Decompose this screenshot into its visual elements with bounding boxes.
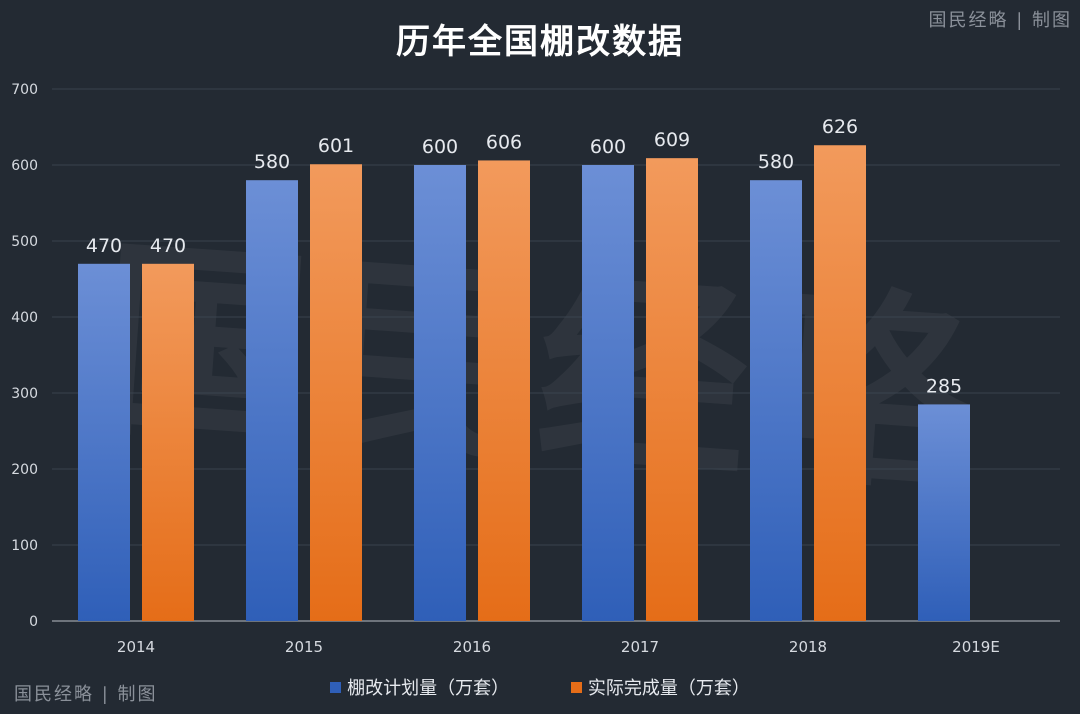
x-tick-label: 2018	[789, 638, 827, 656]
data-label: 626	[822, 116, 858, 138]
y-tick-label: 200	[11, 462, 38, 478]
x-tick-label: 2015	[285, 638, 323, 656]
bar-planned[interactable]	[78, 263, 130, 621]
bar-actual[interactable]	[478, 160, 530, 621]
data-label: 609	[654, 129, 690, 151]
data-label: 600	[590, 136, 626, 158]
bar-planned[interactable]	[582, 165, 634, 621]
bar-planned[interactable]	[246, 180, 298, 621]
bar-actual[interactable]	[310, 164, 362, 622]
y-tick-label: 400	[11, 310, 38, 326]
data-label: 470	[150, 235, 186, 257]
data-label: 600	[422, 136, 458, 158]
grid-layer	[52, 88, 1060, 622]
bar-actual[interactable]	[814, 145, 866, 622]
label-layer: 0 100 200 300 400 500 600 700 2014 470 470 2015 580 6…	[11, 82, 1000, 656]
bar-actual[interactable]	[142, 263, 194, 621]
data-label: 580	[758, 151, 794, 173]
y-tick-label: 500	[11, 234, 38, 250]
y-tick-label: 700	[11, 82, 38, 98]
legend-label-planned: 棚改计划量（万套）	[347, 678, 510, 699]
legend-item-planned[interactable]: 棚改计划量（万套）	[330, 674, 509, 700]
legend-label-actual: 实际完成量（万套）	[587, 678, 750, 699]
legend-swatch-actual	[570, 681, 582, 693]
x-tick-label: 2016	[453, 638, 491, 656]
bar-actual[interactable]	[646, 158, 698, 621]
bar-planned[interactable]	[414, 165, 466, 621]
y-tick-label: 600	[11, 158, 38, 174]
bar-layer	[78, 145, 970, 622]
x-tick-label: 2019E	[952, 638, 1000, 656]
chart-title: 历年全国棚改数据	[396, 22, 684, 62]
x-tick-label: 2017	[621, 638, 659, 656]
brand-label-top: 国民经略 | 制图	[928, 10, 1072, 31]
brand-label-bottom: 国民经略 | 制图	[14, 684, 158, 705]
x-tick-label: 2014	[117, 638, 155, 656]
legend: 棚改计划量（万套） 实际完成量（万套）	[0, 674, 1080, 700]
bar-planned[interactable]	[918, 404, 970, 621]
y-tick-label: 0	[29, 614, 38, 630]
legend-item-actual[interactable]: 实际完成量（万套）	[570, 674, 750, 700]
legend-swatch-planned	[330, 681, 342, 693]
data-label: 470	[86, 235, 122, 257]
bar-planned[interactable]	[750, 180, 802, 621]
data-label: 285	[926, 375, 962, 397]
data-label: 606	[486, 131, 522, 153]
data-label: 580	[254, 151, 290, 173]
y-tick-label: 100	[11, 538, 38, 554]
data-label: 601	[318, 135, 354, 157]
y-tick-label: 300	[11, 386, 38, 402]
